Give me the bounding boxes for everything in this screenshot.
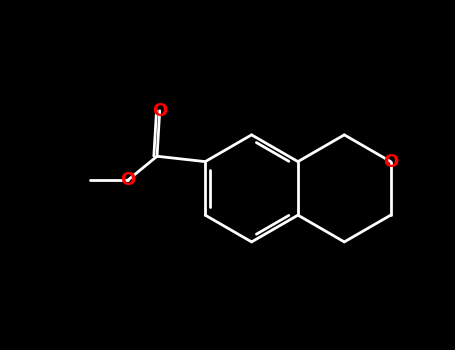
Text: O: O: [383, 153, 398, 170]
Text: O: O: [152, 102, 167, 120]
Text: O: O: [120, 172, 135, 189]
